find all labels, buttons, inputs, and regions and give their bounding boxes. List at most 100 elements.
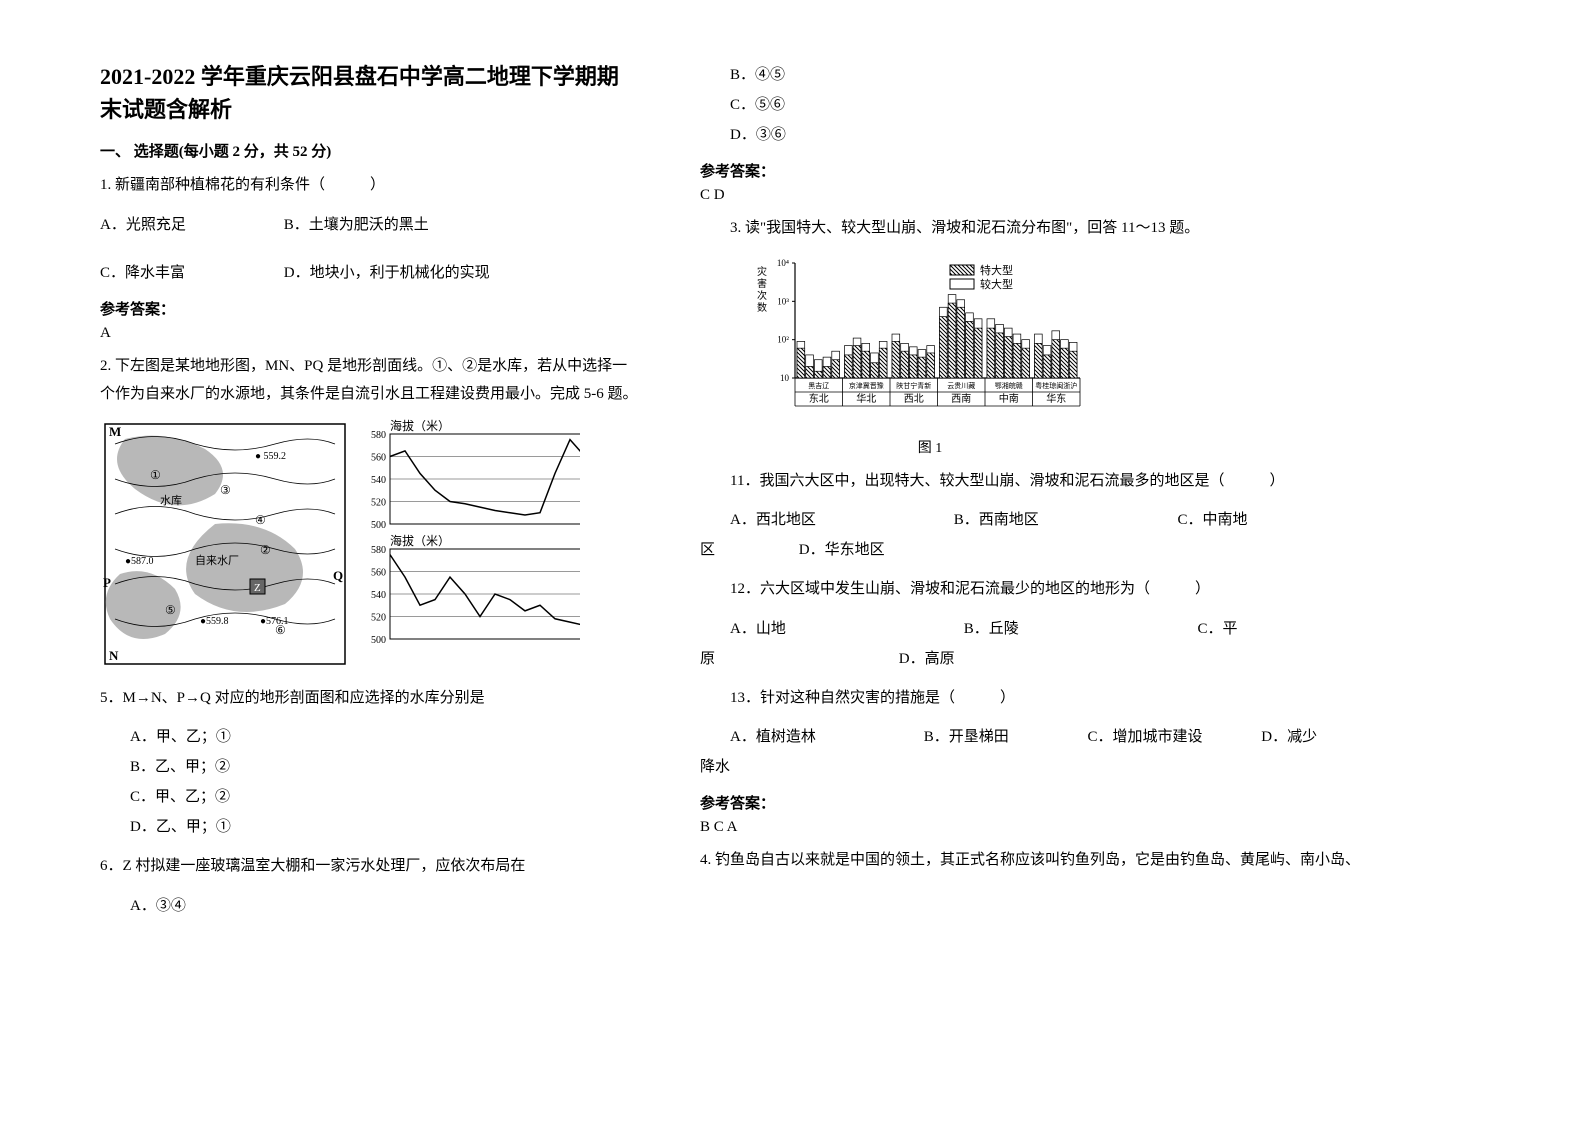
q1-stem: 1. 新疆南部种植棉花的有利条件（ ） [100, 171, 640, 200]
right-column: B．④⑤ C．⑤⑥ D．③⑥ 参考答案： C D 3. 读"我国特大、较大型山崩… [700, 60, 1440, 921]
svg-text:②: ② [260, 543, 271, 557]
svg-text:10²: 10² [777, 334, 789, 344]
svg-text:10: 10 [780, 373, 790, 383]
q3-11-wrap: 区 [700, 542, 715, 558]
exam-title: 2021-2022 学年重庆云阳县盘石中学高二地理下学期期末试题含解析 [100, 60, 640, 126]
q2-ans: C D [700, 187, 1440, 204]
svg-text:云贵川藏: 云贵川藏 [947, 381, 975, 390]
q3-13-d-part: D．减少 [1261, 729, 1317, 745]
svg-text:华东: 华东 [1046, 392, 1066, 405]
svg-text:10³: 10³ [777, 296, 789, 306]
svg-text:陕甘宁青新: 陕甘宁青新 [896, 381, 931, 390]
q3-sub11-options: A．西北地区 B．西南地区 C．中南地 [700, 505, 1440, 535]
svg-text:特大型: 特大型 [980, 263, 1013, 277]
q2-figure: MNPQ①②③④⑤⑥● 559.2●587.0●559.8●576.1水库自来水… [100, 419, 640, 674]
svg-text:M: M [109, 424, 121, 439]
svg-text:540: 540 [371, 590, 386, 601]
q2-sub5-stem: 5．M→N、P→Q 对应的地形剖面图和应选择的水库分别是 [100, 684, 640, 713]
svg-text:自来水厂: 自来水厂 [195, 554, 239, 567]
svg-text:黑吉辽: 黑吉辽 [808, 382, 829, 390]
svg-text:500: 500 [371, 635, 386, 646]
q3-figure-svg: 灾害次数1010²10³10⁴特大型较大型黑吉辽东北京津冀晋豫华北陕甘宁青新西北… [750, 253, 1110, 428]
svg-text:西北: 西北 [904, 393, 924, 405]
q2-6-c: C．⑤⑥ [730, 90, 1440, 120]
section-1-head: 一、 选择题(每小题 2 分，共 52 分) [100, 140, 640, 161]
svg-text:●559.8: ●559.8 [200, 616, 229, 627]
q2-6-d: D．③⑥ [730, 120, 1440, 150]
question-4-stem: 4. 钓鱼岛自古以来就是中国的领土，其正式名称应该叫钓鱼列岛，它是由钓鱼岛、黄尾… [700, 846, 1440, 875]
q2-6-a: A．③④ [130, 891, 640, 921]
q2-5-a: A．甲、乙；① [130, 722, 640, 752]
q1-options: A．光照充足 B．土壤为肥沃的黑土 [100, 210, 640, 240]
q1-opt-a: A．光照充足 [100, 210, 280, 240]
q3-sub12-row2: 原 D．高原 [700, 644, 1440, 674]
svg-text:●576.1: ●576.1 [260, 616, 289, 627]
svg-text:次: 次 [757, 289, 767, 302]
q3-sub11-stem: 11．我国六大区中，出现特大、较大型山崩、滑坡和泥石流最多的地区是（ ） [730, 467, 1440, 496]
svg-text:● 559.2: ● 559.2 [255, 451, 286, 462]
q2-6-b: B．④⑤ [730, 60, 1440, 90]
left-column: 2021-2022 学年重庆云阳县盘石中学高二地理下学期期末试题含解析 一、 选… [100, 60, 640, 921]
svg-text:0 100 200米 等高距：10米: 0 100 200米 等高距：10米 [155, 668, 268, 669]
q2-sub5-options: A．甲、乙；① B．乙、甲；② C．甲、乙；② D．乙、甲；① [130, 722, 640, 842]
svg-text:水库: 水库 [160, 494, 182, 507]
q3-sub11-row2: 区 D．华东地区 [700, 535, 1440, 565]
q2-sub6-stem: 6．Z 村拟建一座玻璃温室大棚和一家污水处理厂，应依次布局在 [100, 852, 640, 881]
q1-ans: A [100, 325, 640, 342]
svg-text:P: P [103, 575, 111, 590]
svg-text:Z: Z [254, 582, 261, 594]
svg-text:⑤: ⑤ [165, 603, 176, 617]
svg-text:10⁴: 10⁴ [777, 258, 789, 268]
q3-12-a: A．山地 [730, 614, 960, 644]
svg-text:中南: 中南 [999, 392, 1019, 405]
q3-sub13-row2: 降水 [700, 752, 1440, 782]
q3-sub13-stem: 13．针对这种自然灾害的措施是（ ） [730, 684, 1440, 713]
q3-ans-label: 参考答案： [700, 792, 1440, 813]
q2-ans-label: 参考答案： [700, 160, 1440, 181]
q1-ans-label: 参考答案： [100, 298, 640, 319]
q3-caption: 图 1 [750, 437, 1110, 457]
q3-12-b: B．丘陵 [964, 614, 1194, 644]
question-3-stem: 3. 读"我国特大、较大型山崩、滑坡和泥石流分布图"，回答 11～13 题。 [730, 214, 1440, 243]
q1-opt-b: B．土壤为肥沃的黑土 [284, 217, 429, 233]
svg-text:东北: 东北 [809, 392, 829, 405]
q2-5-d: D．乙、甲；① [130, 812, 640, 842]
svg-text:520: 520 [371, 497, 386, 508]
q3-11-c-part: C．中南地 [1178, 512, 1248, 528]
q1-options-row2: C．降水丰富 D．地块小，利于机械化的实现 [100, 258, 640, 288]
q3-sub12-options: A．山地 B．丘陵 C．平 [700, 614, 1440, 644]
q3-sub13-options: A．植树造林 B．开垦梯田 C．增加城市建设 D．减少 [700, 722, 1440, 752]
svg-text:数: 数 [757, 301, 767, 314]
svg-text:较大型: 较大型 [980, 277, 1013, 291]
q3-13-c: C．增加城市建设 [1088, 722, 1258, 752]
q2-sub6-options-cont: B．④⑤ C．⑤⑥ D．③⑥ [730, 60, 1440, 150]
q1-opt-d: D．地块小，利于机械化的实现 [284, 265, 490, 281]
q3-13-wrap: 降水 [700, 759, 730, 775]
svg-text:海拔（米）: 海拔（米） [390, 419, 450, 433]
q3-13-b: B．开垦梯田 [924, 722, 1084, 752]
svg-text:京津冀晋豫: 京津冀晋豫 [849, 381, 884, 390]
svg-text:520: 520 [371, 612, 386, 623]
q3-sub12-stem: 12．六大区域中发生山崩、滑坡和泥石流最少的地区的地形为（ ） [730, 575, 1440, 604]
svg-text:①: ① [150, 468, 161, 482]
q3-12-d: D．高原 [899, 651, 955, 667]
q2-5-b: B．乙、甲；② [130, 752, 640, 782]
q3-ans: B C A [700, 819, 1440, 836]
svg-text:Q: Q [333, 568, 343, 583]
svg-text:N: N [109, 648, 119, 663]
q3-13-a: A．植树造林 [730, 722, 920, 752]
svg-text:害: 害 [757, 277, 767, 290]
svg-text:西南: 西南 [951, 392, 971, 405]
q2-sub6-options: A．③④ [130, 891, 640, 921]
question-1: 1. 新疆南部种植棉花的有利条件（ ） [100, 171, 640, 200]
q3-12-c-part: C．平 [1198, 621, 1238, 637]
q3-11-b: B．西南地区 [954, 505, 1174, 535]
q3-11-d: D．华东地区 [799, 542, 885, 558]
svg-text:③: ③ [220, 483, 231, 497]
question-2-stem: 2. 下左图是某地地形图，MN、PQ 是地形剖面线。①、②是水库，若从中选择一个… [100, 352, 640, 409]
q1-opt-c: C．降水丰富 [100, 258, 280, 288]
svg-text:500: 500 [371, 520, 386, 531]
svg-text:580: 580 [371, 430, 386, 441]
svg-text:海拔（米）: 海拔（米） [390, 533, 450, 548]
svg-text:鄂湘皖赣: 鄂湘皖赣 [995, 381, 1023, 390]
